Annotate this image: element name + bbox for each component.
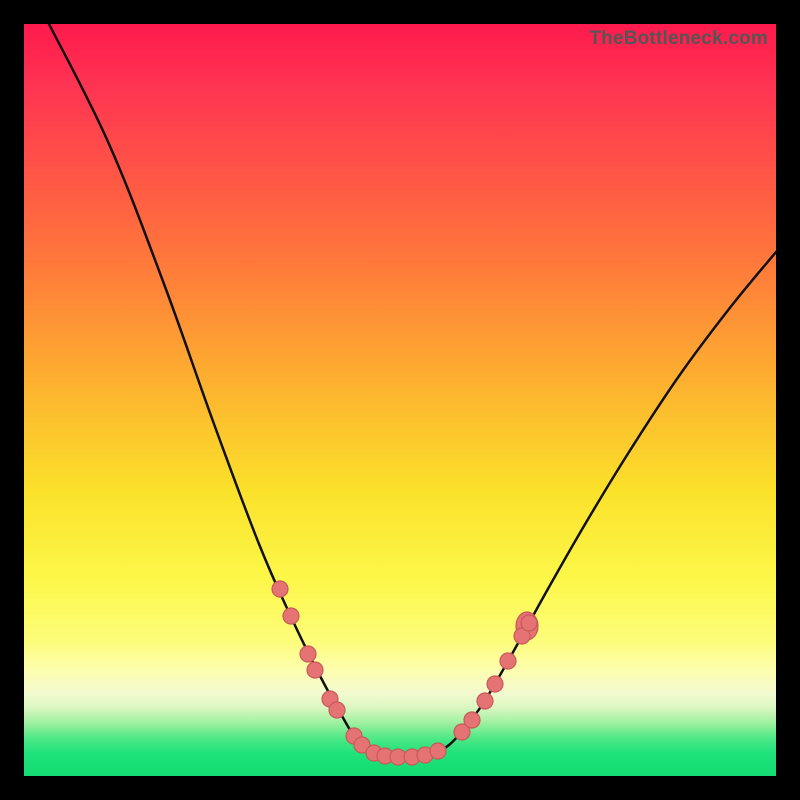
marker-dot	[521, 615, 537, 631]
watermark-text: TheBottleneck.com	[589, 28, 768, 50]
marker-dot	[487, 676, 503, 692]
marker-dot	[329, 702, 345, 718]
marker-dot	[307, 662, 323, 678]
plot-area: TheBottleneck.com	[24, 24, 776, 776]
marker-group	[272, 581, 538, 765]
marker-dot	[300, 646, 316, 662]
outer-frame: TheBottleneck.com	[0, 0, 800, 800]
marker-dot	[500, 653, 516, 669]
curve-layer	[24, 24, 776, 776]
marker-dot	[283, 608, 299, 624]
bottleneck-curve	[49, 24, 776, 757]
marker-dot	[477, 693, 493, 709]
marker-dot	[272, 581, 288, 597]
marker-dot	[430, 743, 446, 759]
marker-dot	[464, 712, 480, 728]
